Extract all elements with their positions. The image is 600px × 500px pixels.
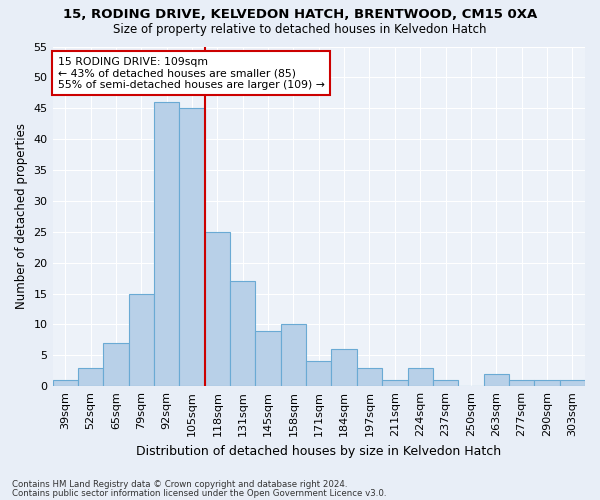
Bar	[205, 232, 230, 386]
Bar	[331, 349, 357, 386]
Bar	[306, 362, 331, 386]
Text: 15 RODING DRIVE: 109sqm
← 43% of detached houses are smaller (85)
55% of semi-de: 15 RODING DRIVE: 109sqm ← 43% of detache…	[58, 56, 325, 90]
X-axis label: Distribution of detached houses by size in Kelvedon Hatch: Distribution of detached houses by size …	[136, 444, 502, 458]
Bar	[281, 324, 306, 386]
Bar	[53, 380, 78, 386]
Bar	[78, 368, 103, 386]
Bar	[103, 343, 128, 386]
Text: Size of property relative to detached houses in Kelvedon Hatch: Size of property relative to detached ho…	[113, 22, 487, 36]
Bar	[128, 294, 154, 386]
Text: Contains public sector information licensed under the Open Government Licence v3: Contains public sector information licen…	[12, 488, 386, 498]
Bar	[484, 374, 509, 386]
Bar	[154, 102, 179, 386]
Text: Contains HM Land Registry data © Crown copyright and database right 2024.: Contains HM Land Registry data © Crown c…	[12, 480, 347, 489]
Bar	[433, 380, 458, 386]
Bar	[357, 368, 382, 386]
Bar	[509, 380, 534, 386]
Y-axis label: Number of detached properties: Number of detached properties	[15, 124, 28, 310]
Bar	[560, 380, 585, 386]
Bar	[534, 380, 560, 386]
Bar	[179, 108, 205, 386]
Bar	[382, 380, 407, 386]
Bar	[230, 281, 256, 386]
Bar	[407, 368, 433, 386]
Bar	[256, 330, 281, 386]
Text: 15, RODING DRIVE, KELVEDON HATCH, BRENTWOOD, CM15 0XA: 15, RODING DRIVE, KELVEDON HATCH, BRENTW…	[63, 8, 537, 20]
